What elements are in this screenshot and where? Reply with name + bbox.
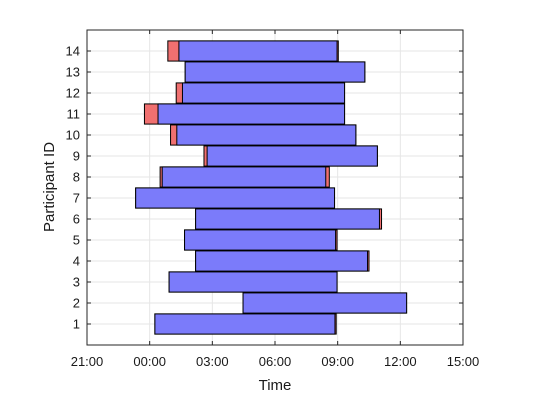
bar-main-participant-6 <box>195 208 380 230</box>
bar-main-participant-11 <box>157 103 346 125</box>
y-tick-label: 11 <box>67 107 81 122</box>
bar-main-participant-4 <box>195 250 369 272</box>
x-tick-label: 06:00 <box>259 354 292 369</box>
x-tick-label: 03:00 <box>196 354 229 369</box>
y-tick-label: 14 <box>66 44 80 59</box>
bar-main-participant-3 <box>168 271 338 293</box>
y-tick-label: 6 <box>73 212 80 227</box>
bar-main-participant-12 <box>181 82 346 104</box>
y-tick-label: 10 <box>66 128 80 143</box>
bar-main-participant-5 <box>184 229 337 251</box>
x-axis-label: Time <box>259 377 292 394</box>
y-tick-label: 2 <box>73 296 80 311</box>
y-tick-label: 9 <box>73 149 80 164</box>
y-tick-label: 8 <box>73 170 80 185</box>
bar-main-participant-9 <box>206 145 378 167</box>
x-axis-ticks: 21:00 00:00 03:00 06:00 09:00 12:00 15:00 <box>71 30 480 369</box>
bar-main-participant-2 <box>242 292 408 314</box>
bars-main-series <box>135 40 408 335</box>
bar-main-participant-10 <box>176 124 357 146</box>
bar-main-participant-13 <box>184 61 366 83</box>
x-tick-label: 15:00 <box>447 354 480 369</box>
bar-main-participant-7 <box>135 187 336 209</box>
y-tick-label: 7 <box>73 191 80 206</box>
x-tick-label: 21:00 <box>71 354 104 369</box>
y-tick-label: 3 <box>73 275 80 290</box>
x-tick-label: 12:00 <box>384 354 417 369</box>
y-tick-label: 12 <box>66 86 80 101</box>
y-tick-label: 1 <box>73 317 80 332</box>
y-axis-label: Participant ID <box>41 142 58 232</box>
x-tick-label: 00:00 <box>133 354 166 369</box>
bar-main-participant-1 <box>154 313 336 335</box>
bar-main-participant-14 <box>178 40 338 62</box>
y-tick-label: 13 <box>66 65 80 80</box>
y-tick-label: 4 <box>73 254 80 269</box>
x-tick-label: 09:00 <box>321 354 354 369</box>
bar-main-participant-8 <box>161 166 327 188</box>
y-tick-label: 5 <box>73 233 80 248</box>
